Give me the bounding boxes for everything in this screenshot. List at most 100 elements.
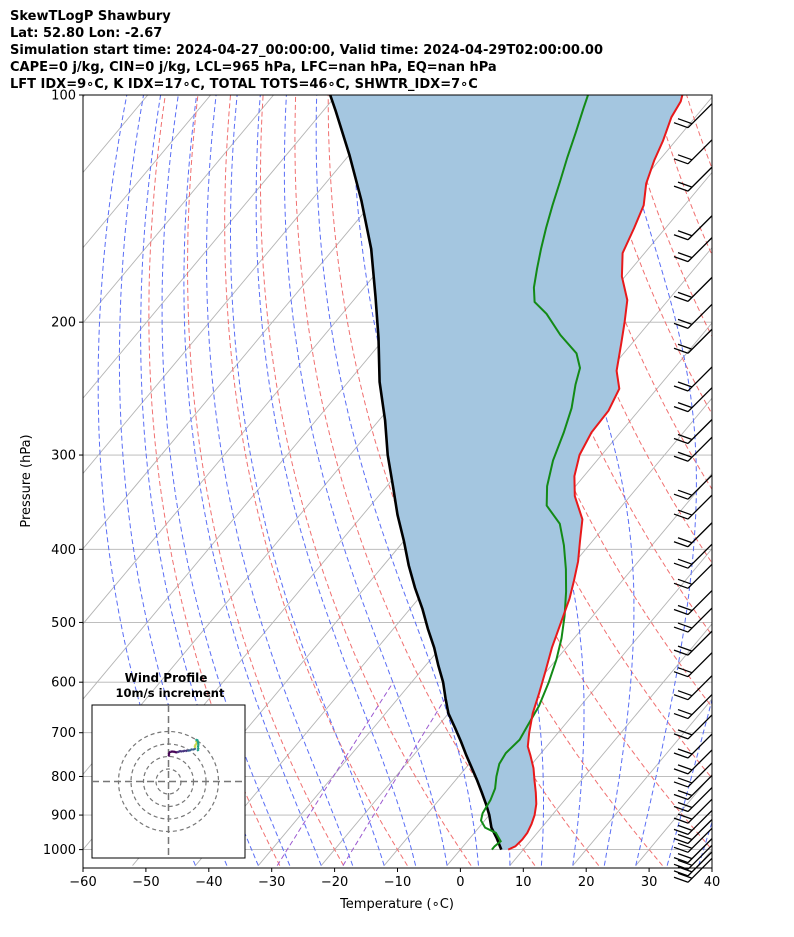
inset-subtitle: 10m/s increment: [116, 686, 225, 700]
hodograph-segment: [196, 741, 200, 746]
y-axis-label: Pressure (hPa): [19, 434, 34, 527]
wind-barb-flag: [677, 789, 693, 797]
dry-adiabat: [186, 95, 345, 866]
dry-adiabat: [327, 95, 600, 866]
hodograph-segment: [183, 749, 187, 753]
wind-barb-flag: [677, 748, 693, 755]
wind-barb-flag: [677, 181, 693, 188]
hodograph-segment: [196, 744, 200, 748]
wind-barb-flag: [673, 295, 689, 303]
wind-barb-flag: [677, 842, 693, 849]
wind-barb-flag: [673, 781, 689, 788]
wind-barb-flag: [677, 645, 693, 652]
moist-adiabat: [206, 95, 354, 866]
hodograph-segment: [188, 748, 192, 752]
moist-adiabat: [666, 697, 712, 866]
wind-barb-flag: [673, 608, 689, 616]
wind-barb-flag: [673, 493, 689, 500]
wind-barb-flag: [673, 733, 689, 740]
wind-barb-flag: [677, 509, 693, 516]
temperature-line: [507, 95, 684, 851]
wind-barb: [673, 563, 713, 589]
wind-barb: [673, 237, 713, 263]
isotherm-line: [509, 623, 712, 866]
hodograph-segment: [174, 750, 178, 754]
isotherm-line: [83, 95, 463, 550]
x-tick-label: −40: [195, 875, 222, 890]
wind-barb: [673, 215, 713, 241]
hodograph-segment: [185, 749, 189, 753]
wind-barb-flag: [677, 872, 693, 879]
wind-barb-flag: [677, 118, 693, 125]
wind-barb: [673, 749, 713, 775]
wind-barb-flag: [673, 876, 689, 883]
wind-barb-flag: [677, 801, 693, 809]
wind-barb: [673, 733, 713, 759]
x-tick-label: −20: [321, 875, 348, 890]
wind-barb-flag: [677, 291, 693, 299]
wind-barb: [673, 522, 713, 548]
isotherm-line: [83, 95, 400, 475]
moist-adiabat: [230, 95, 385, 866]
wind-barb-flag: [673, 837, 689, 845]
wind-barb-flag: [673, 752, 689, 759]
cin-area: [330, 95, 683, 850]
wind-barb: [673, 838, 713, 864]
wind-barb-flag: [677, 381, 693, 388]
wind-barb: [673, 762, 713, 788]
wind-barb: [673, 419, 713, 445]
wind-barb: [673, 387, 713, 413]
isotherm-line: [446, 547, 712, 866]
y-tick-label: 200: [51, 316, 76, 331]
x-tick-label: 20: [578, 875, 595, 890]
header-location: Lat: 52.80 Lon: -2.67: [10, 26, 163, 41]
cin-shading: [330, 95, 683, 850]
wind-barb-flag: [677, 667, 693, 674]
hodograph-segment: [167, 752, 171, 756]
x-tick-label: −50: [132, 875, 159, 890]
wind-barb: [673, 675, 713, 701]
isotherm-line: [572, 698, 712, 866]
wind-barb-flag: [673, 347, 689, 354]
isotherm-line: [320, 397, 712, 866]
isotherm-line: [635, 773, 712, 866]
moist-adiabat: [612, 95, 697, 866]
wind-barb-flag: [673, 406, 689, 413]
hodograph-segment: [193, 747, 197, 751]
x-tick-label: −60: [69, 875, 96, 890]
wind-barb-flag: [673, 828, 689, 836]
wind-barb-flag: [673, 768, 689, 775]
x-tick-label: 30: [641, 875, 658, 890]
header-times: Simulation start time: 2024-04-27_00:00:…: [10, 43, 603, 58]
wind-barb-flag: [677, 708, 693, 716]
profile-lines: [328, 95, 684, 851]
dry-adiabat: [719, 95, 794, 866]
wind-barb: [673, 630, 713, 656]
hodograph-segment: [191, 748, 195, 751]
wind-barb: [673, 819, 713, 845]
dry-adiabat: [686, 95, 712, 170]
wind-barb-flag: [673, 846, 689, 853]
wind-barb-flag: [677, 813, 693, 820]
x-axis-label: Temperature (∘C): [339, 897, 454, 912]
wind-barb: [673, 494, 713, 520]
moist-adiabat: [315, 95, 479, 866]
dry-adiabat: [260, 95, 472, 866]
wind-barb-flag: [673, 817, 689, 824]
wind-barb-flag: [677, 622, 693, 629]
isotherm-line: [698, 848, 712, 866]
wind-barb: [673, 328, 713, 354]
dewpoint-line: [479, 95, 589, 851]
moist-adiabat: [183, 95, 322, 866]
wind-barb: [673, 714, 713, 740]
moist-adiabat: [161, 95, 291, 866]
wind-barb-flag: [673, 671, 689, 678]
wind-barb-flag: [677, 764, 693, 771]
hodograph-segment: [180, 750, 183, 753]
wind-barb: [673, 590, 713, 616]
wind-barb-flag: [673, 582, 689, 589]
wind-barb-flag: [673, 158, 689, 165]
hodograph-segment: [195, 738, 200, 743]
wind-barb-flag: [677, 433, 693, 441]
wind-barb-flag: [677, 859, 693, 866]
